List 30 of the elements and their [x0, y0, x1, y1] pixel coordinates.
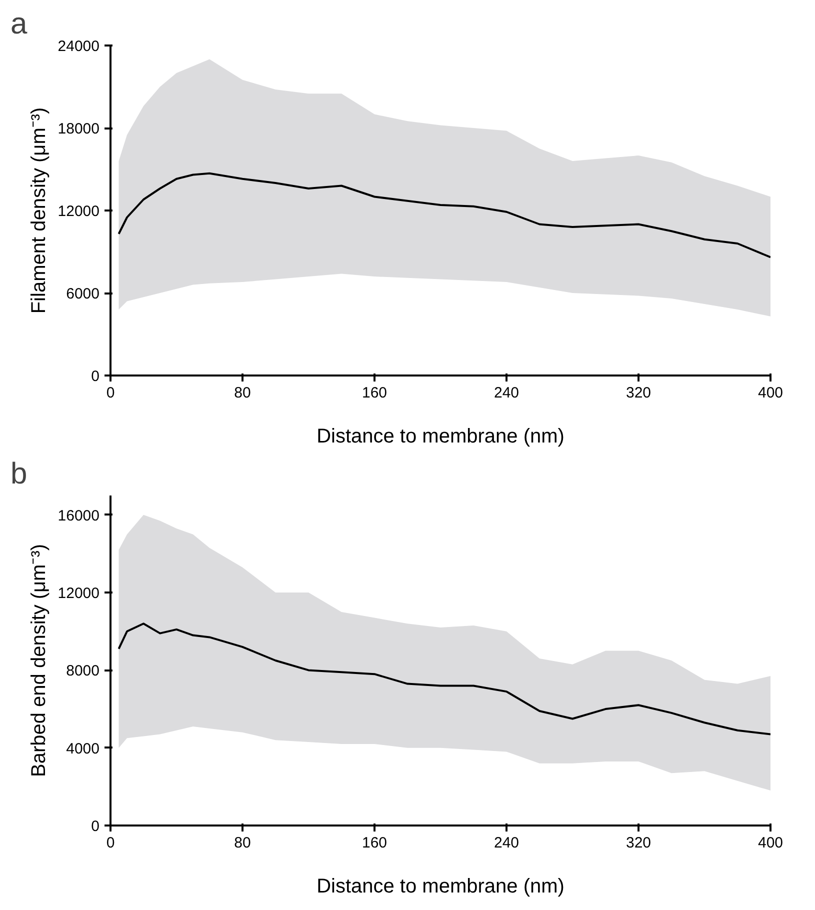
y-axis-title: Barbed end density (μm⁻³) — [28, 544, 50, 778]
x-tick-label: 80 — [234, 834, 251, 852]
chart-title: a — [10, 8, 28, 40]
chart-title: b — [10, 458, 28, 490]
x-tick-label: 0 — [106, 384, 115, 402]
x-axis-title: Distance to membrane (nm) — [316, 876, 564, 898]
y-tick-label: 16000 — [58, 507, 100, 524]
x-tick-label: 160 — [362, 834, 388, 852]
y-tick-label: 0 — [91, 368, 100, 385]
y-tick-label: 18000 — [58, 120, 100, 138]
y-axis-title: Filament density (μm⁻³) — [28, 107, 50, 314]
x-tick-label: 400 — [758, 834, 784, 852]
x-tick-label: 0 — [106, 834, 115, 852]
x-tick-label: 400 — [758, 384, 784, 402]
x-tick-label: 240 — [494, 834, 520, 852]
y-tick-label: 4000 — [66, 740, 100, 758]
y-tick-label: 12000 — [58, 203, 100, 220]
line-series — [118, 172, 770, 258]
x-tick-label: 320 — [626, 384, 652, 402]
y-tick-label: 8000 — [66, 662, 100, 680]
y-tick-label: 0 — [91, 818, 100, 835]
y-tick-label: 24000 — [58, 38, 100, 55]
line-series — [118, 622, 770, 736]
x-tick-label: 160 — [362, 384, 388, 402]
y-tick-label: 6000 — [66, 286, 100, 302]
y-tick-label: 12000 — [58, 585, 100, 602]
x-tick-label: 240 — [494, 384, 520, 402]
x-axis-title: Distance to membrane (nm) — [316, 426, 564, 448]
x-tick-label: 320 — [626, 834, 652, 852]
x-tick-label: 80 — [234, 384, 251, 402]
